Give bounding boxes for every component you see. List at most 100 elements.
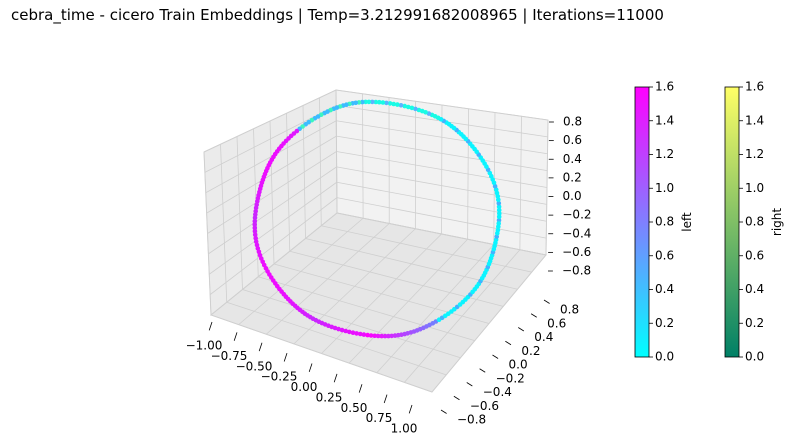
- y-tick-label: −0.2: [496, 371, 525, 385]
- z-tick-label: −0.6: [562, 245, 591, 259]
- data-point: [496, 201, 502, 206]
- grid-line: [336, 181, 547, 222]
- y-tick-mark: [440, 409, 447, 414]
- colorbar-right-tick-label: 1.2: [745, 147, 764, 161]
- data-ring: [252, 99, 502, 339]
- grid-line: [545, 119, 549, 256]
- colorbar-left-tick-label: 0.4: [655, 282, 674, 296]
- data-point: [252, 232, 258, 237]
- grid-line: [467, 108, 469, 240]
- z-tick-label: 0.4: [563, 152, 582, 166]
- y-tick-mark: [479, 368, 486, 373]
- colorbar-left-tick-label: 0.6: [655, 248, 674, 262]
- x-tick-mark: [333, 373, 338, 383]
- grid-line: [348, 238, 468, 364]
- z-tick-label: 0.2: [563, 170, 582, 184]
- grid-line: [336, 151, 548, 188]
- x-tick-mark: [383, 394, 388, 404]
- colorbar-left-tick-label: 1.4: [655, 113, 674, 127]
- y-tick-label: 0.0: [509, 358, 528, 372]
- data-point: [497, 211, 502, 216]
- data-point: [391, 101, 397, 107]
- grid-line: [376, 244, 495, 374]
- y-tick-mark: [466, 382, 473, 387]
- z-tick-label: −0.8: [562, 264, 591, 278]
- data-point: [347, 329, 352, 335]
- x-tick-label: 0.75: [366, 411, 393, 425]
- grid-line: [207, 151, 337, 234]
- data-point: [336, 326, 341, 332]
- grid-line: [431, 254, 547, 393]
- z-tick-label: 0.6: [563, 133, 582, 147]
- data-point: [496, 217, 502, 223]
- colorbar-left: [634, 86, 650, 358]
- grid: [203, 89, 549, 393]
- x-tick-label: 0.25: [316, 390, 343, 404]
- data-point: [389, 333, 395, 339]
- colorbar-left-tick-label: 1.0: [655, 181, 674, 195]
- data-point: [365, 332, 370, 338]
- x-tick-label: 0.00: [291, 380, 318, 394]
- z-tick-label: 0.8: [563, 115, 582, 129]
- y-tick-mark: [492, 354, 499, 359]
- x-tick-mark: [208, 321, 213, 331]
- grid-line: [286, 113, 291, 252]
- data-point: [332, 325, 338, 331]
- grid-line: [209, 181, 337, 275]
- grid-line: [335, 89, 338, 214]
- data-point: [386, 333, 391, 339]
- grid-line: [210, 212, 338, 316]
- y-tick-label: −0.6: [470, 399, 499, 413]
- axis-ticks: −1.00−0.75−0.50−0.250.000.250.500.751.00…: [186, 115, 592, 435]
- colorbar-left-tick-label: 1.2: [655, 147, 674, 161]
- data-point: [496, 197, 501, 203]
- z-tick-label: −0.2: [562, 208, 591, 222]
- colorbar-right-tick-label: 0.2: [745, 316, 764, 330]
- data-point: [363, 99, 368, 105]
- y-tick-label: 0.4: [534, 330, 553, 344]
- data-point: [252, 222, 257, 227]
- grid-line: [321, 225, 532, 273]
- data-point: [252, 225, 258, 231]
- data-point: [373, 99, 379, 105]
- grid-line: [519, 116, 522, 250]
- data-point: [358, 331, 363, 337]
- y-tick-mark: [530, 313, 537, 318]
- colorbars: 0.0 0.2 0.4 0.6 0.8 1.0 1.2 1.4 1.6 left 0.0 0.2 0.4…: [634, 80, 784, 364]
- data-point: [406, 104, 411, 110]
- x-tick-label: −0.75: [211, 349, 248, 363]
- colorbar-left-tick-label: 0.8: [655, 215, 674, 229]
- data-point: [496, 221, 502, 226]
- colorbar-left-label: left: [680, 212, 694, 232]
- data-point: [384, 100, 389, 106]
- y-tick-label: 0.2: [521, 344, 540, 358]
- x-tick-mark: [308, 363, 313, 373]
- chart-title: cebra_time - cicero Train Embeddings | T…: [11, 6, 664, 24]
- grid-line: [273, 263, 490, 324]
- data-point: [395, 102, 400, 107]
- y-tick-mark: [505, 340, 512, 346]
- colorbar-left-tick-label: 1.6: [655, 80, 674, 94]
- z-tick-label: 0.0: [563, 189, 582, 203]
- data-point: [398, 103, 404, 108]
- data-point: [350, 330, 356, 336]
- data-point: [361, 332, 367, 337]
- data-point: [253, 212, 258, 217]
- data-point: [402, 103, 408, 109]
- data-point: [409, 105, 415, 111]
- x-tick-label: 0.50: [341, 401, 368, 415]
- data-point: [360, 99, 365, 105]
- data-point: [413, 106, 418, 112]
- colorbar-left-tick-label: 0.0: [655, 350, 674, 364]
- grid-line: [404, 249, 521, 383]
- y-tick-mark: [453, 395, 460, 401]
- data-point: [252, 218, 258, 224]
- grid-line: [336, 212, 547, 256]
- grid-line: [336, 166, 547, 205]
- x-tick-mark: [283, 352, 288, 362]
- colorbar-left-tick-label: 0.2: [655, 316, 674, 330]
- grid-line: [319, 97, 322, 226]
- colorbar-right-label: right: [770, 208, 784, 236]
- data-point: [496, 204, 502, 209]
- colorbar-right: [724, 86, 740, 358]
